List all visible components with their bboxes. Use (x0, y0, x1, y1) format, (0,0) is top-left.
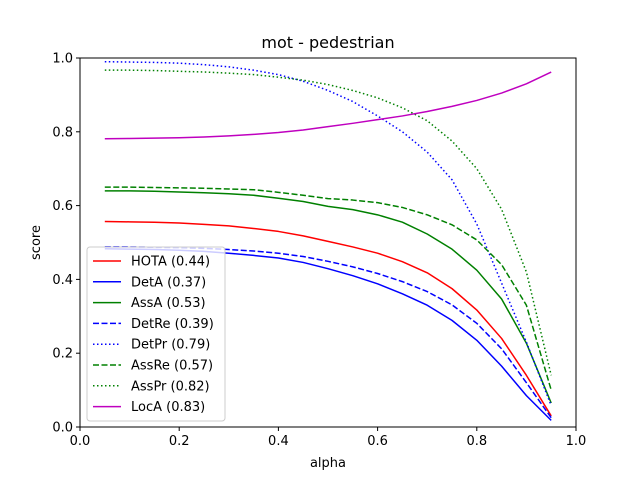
x-tick-label: 1.0 (566, 434, 587, 449)
series-line-hota (104, 220, 552, 417)
legend-label-assre: AssRe (0.57) (131, 359, 213, 374)
legend-label-asspr: AssPr (0.82) (131, 379, 210, 394)
series-line-detre (104, 246, 552, 419)
y-tick-label: 0.0 (52, 421, 73, 436)
series-line-loca (104, 71, 552, 140)
y-axis-ticks: 0.0 0.2 0.4 0.6 0.8 1.0 (52, 52, 80, 436)
legend-label-detre: DetRe (0.39) (131, 317, 214, 332)
legend-label-assa: AssA (0.53) (131, 296, 206, 311)
y-axis-label: score (29, 225, 44, 260)
series-line-assre (104, 186, 552, 391)
y-tick-label: 0.6 (52, 199, 73, 214)
x-axis-ticks: 0.0 0.2 0.4 0.6 0.8 1.0 (70, 427, 587, 449)
series-line-assa (104, 190, 552, 404)
x-tick-label: 0.2 (169, 434, 190, 449)
legend-label-loca: LocA (0.83) (131, 400, 205, 415)
legend-label-hota: HOTA (0.44) (131, 255, 210, 270)
chart-title: mot - pedestrian (261, 33, 394, 52)
y-tick-label: 0.4 (52, 273, 73, 288)
y-tick-label: 0.8 (52, 125, 73, 140)
legend: HOTA (0.44) DetA (0.37) AssA (0.53) DetRe (… (86, 246, 226, 422)
y-tick-label: 1.0 (52, 52, 73, 67)
y-tick-label: 0.2 (52, 347, 73, 362)
x-tick-label: 0.4 (268, 434, 289, 449)
x-tick-label: 0.0 (70, 434, 91, 449)
x-axis-label: alpha (310, 456, 346, 471)
x-tick-label: 0.8 (466, 434, 487, 449)
legend-label-detpr: DetPr (0.79) (131, 338, 210, 353)
x-tick-label: 0.6 (367, 434, 388, 449)
legend-label-deta: DetA (0.37) (131, 275, 206, 290)
axes-frame (79, 57, 577, 428)
legend-box (86, 246, 226, 422)
